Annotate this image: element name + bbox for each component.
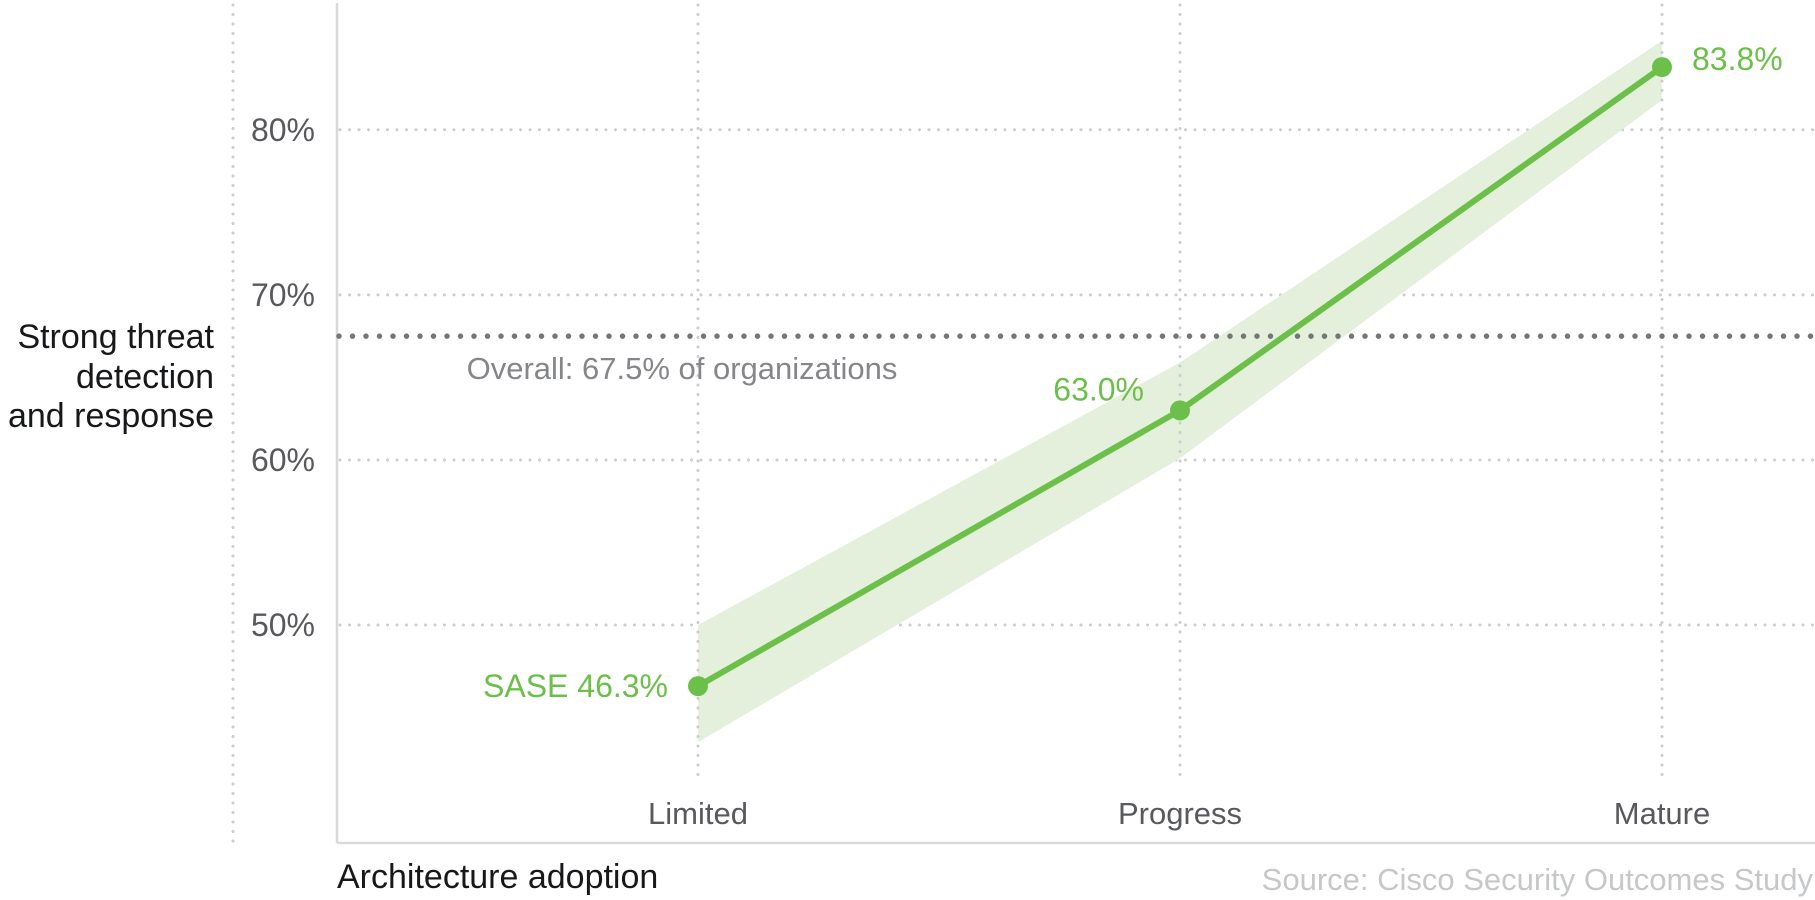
- x-category-label: Progress: [1118, 796, 1242, 831]
- y-tick-label: 60%: [251, 442, 315, 478]
- x-category-label: Mature: [1614, 796, 1710, 831]
- data-point-marker: [1170, 400, 1190, 421]
- data-point-label: 63.0%: [1053, 371, 1144, 407]
- reference-line-label: Overall: 67.5% of organizations: [467, 351, 898, 386]
- x-axis-title: Architecture adoption: [337, 858, 659, 896]
- y-axis-title: Strong threat detection and response: [7, 318, 214, 435]
- y-tick-label: 70%: [251, 277, 315, 313]
- source-note: Source: Cisco Security Outcomes Study: [1261, 862, 1813, 897]
- confidence-band: [698, 40, 1662, 743]
- data-point-label: 83.8%: [1692, 41, 1783, 77]
- y-tick-label: 80%: [251, 112, 315, 148]
- data-point-marker: [688, 676, 708, 697]
- x-category-label: Limited: [648, 796, 748, 831]
- data-point-label: SASE 46.3%: [483, 668, 668, 704]
- data-point-marker: [1652, 57, 1672, 78]
- y-tick-label: 50%: [251, 607, 315, 643]
